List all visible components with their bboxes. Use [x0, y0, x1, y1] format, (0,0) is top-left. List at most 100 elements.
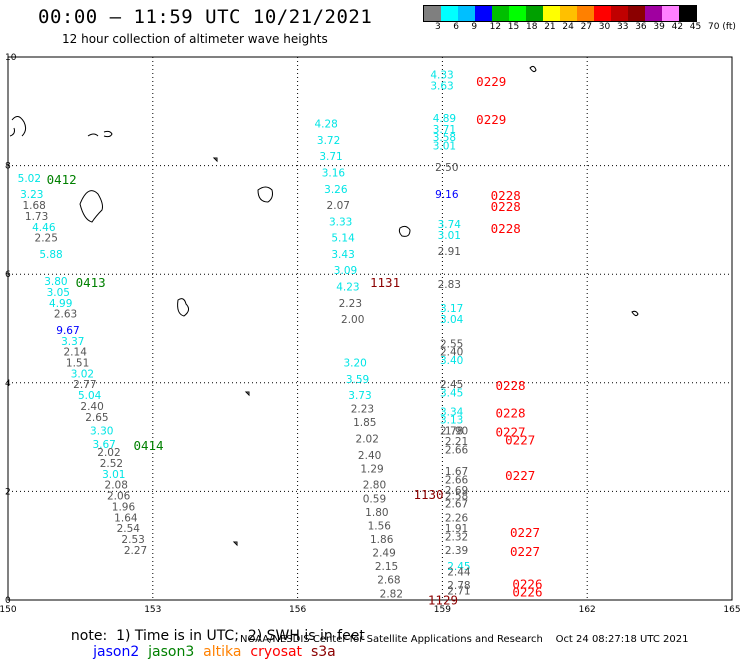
wave-height-label: 2.02	[97, 447, 120, 459]
wave-height-label: 2.50	[435, 162, 458, 174]
satellite-legend-s3a: s3a	[302, 644, 336, 660]
wave-height-label: 2.15	[375, 561, 398, 573]
wave-height-label: 3.43	[331, 249, 354, 261]
wave-height-label: 3.05	[47, 287, 70, 299]
wave-height-label: 2.91	[438, 246, 461, 258]
legend-label: 39	[653, 22, 665, 32]
map-subtitle: 12 hour collection of altimeter wave hei…	[62, 32, 328, 46]
legend-swatch	[679, 6, 696, 21]
color-legend-labels: 3 6 9 12 15 18 21 24 27 30 33 36 39 42 45 70 (ft)	[423, 22, 740, 34]
legend-label: 24	[562, 22, 574, 32]
wave-height-label: 2.65	[85, 412, 108, 424]
satellite-legend-jason2: jason2	[70, 644, 140, 660]
wave-height-label: 3.04	[440, 314, 464, 326]
legend-label: 36	[635, 22, 647, 32]
wave-height-label: 3.37	[61, 336, 84, 348]
wave-height-label: 2.45	[440, 379, 463, 391]
pass-time-label: 0227	[510, 525, 540, 540]
wave-height-label: 3.72	[317, 135, 340, 147]
wave-height-label: 2.66	[445, 474, 469, 486]
wave-height-label: 3.73	[348, 390, 371, 402]
legend-swatch	[645, 6, 662, 21]
wave-height-label: 5.14	[331, 233, 355, 245]
wave-height-label: 3.01	[433, 140, 456, 152]
island-outline	[87, 130, 113, 138]
wave-height-label: 3.13	[440, 415, 463, 427]
x-tick-label: 150	[0, 605, 17, 615]
legend-swatch	[424, 6, 441, 21]
map-title: 00:00 – 11:59 UTC 10/21/2021	[38, 6, 373, 28]
credit-line: NOAA/NESDIS Center for Satellite Applica…	[240, 634, 689, 645]
wave-height-label: 2.26	[445, 512, 469, 524]
satellite-legend-altika: altika	[194, 644, 242, 660]
wave-height-label: 2.07	[327, 200, 350, 212]
wave-height-label: 2.55	[440, 339, 463, 351]
legend-label: 21	[544, 22, 556, 32]
wave-height-label: 2.23	[351, 404, 374, 416]
wave-height-label: 3.71	[433, 124, 456, 136]
wave-height-label: 2.44	[447, 567, 471, 579]
wave-height-label: 2.58	[445, 491, 468, 503]
wave-height-label: 4.89	[433, 113, 456, 125]
wave-height-label: 3.80	[44, 276, 67, 288]
wave-height-label: 2.80	[363, 480, 386, 492]
y-tick-label: 8	[5, 162, 11, 172]
pass-time-label: 1130	[413, 487, 443, 502]
y-tick-label: 4	[5, 379, 11, 389]
legend-swatch	[526, 6, 543, 21]
wave-height-label: 2.66	[445, 444, 469, 456]
wave-height-label: 1.67	[445, 466, 468, 478]
legend-swatch	[492, 6, 509, 21]
y-tick-label: 0	[5, 596, 11, 606]
legend-label: 27	[580, 22, 593, 32]
pass-time-label: 0228	[491, 221, 521, 236]
wave-height-label: 1.64	[114, 512, 138, 524]
wave-height-label: 4.28	[314, 119, 337, 131]
wave-height-label: 2.40	[80, 401, 103, 413]
legend-swatch	[611, 6, 628, 21]
island-outline	[9, 116, 27, 137]
island-outline	[631, 310, 639, 317]
pass-time-label: 0228	[495, 405, 525, 420]
pass-time-label: 0227	[510, 544, 540, 559]
wave-height-label: 2.52	[100, 458, 123, 470]
pass-time-label: 0226	[512, 585, 542, 600]
wave-height-label: 3.17	[440, 303, 463, 315]
pass-time-label: 0228	[491, 188, 521, 203]
note-text: note: 1) Time is in UTC; 2) SWH is in fe…	[70, 628, 365, 644]
pass-time-label: 0229	[476, 112, 506, 127]
legend-label: 42	[671, 22, 684, 32]
island-outline	[212, 157, 218, 163]
wave-height-label: 3.67	[92, 439, 115, 451]
wave-height-label: 2.27	[124, 545, 147, 557]
wave-height-label: 1.56	[368, 520, 392, 532]
legend-label: 3	[435, 22, 441, 32]
wave-height-label: 4.99	[49, 298, 72, 310]
wave-height-label: 2.40	[440, 347, 463, 359]
pass-time-label: 0227	[505, 468, 535, 483]
legend-swatch	[662, 6, 679, 21]
wave-height-label: 1.86	[370, 534, 394, 546]
wave-height-label: 3.40	[440, 355, 463, 367]
wave-height-label: 2.53	[121, 534, 144, 546]
legend-swatch	[594, 6, 611, 21]
pass-time-label: 0414	[133, 438, 163, 453]
x-tick-label: 153	[144, 605, 161, 615]
wave-height-label: 3.20	[343, 358, 366, 370]
wave-height-label: 0.59	[363, 493, 386, 505]
y-tick-label: 6	[5, 270, 11, 280]
wave-height-label: 1.85	[353, 417, 376, 429]
wave-height-label: 2.83	[438, 279, 461, 291]
wave-height-label: 3.09	[334, 265, 357, 277]
wave-height-label: 1.96	[112, 501, 136, 513]
wave-height-label: 3.33	[329, 216, 352, 228]
wave-height-label: 2.69	[445, 485, 468, 497]
wave-height-label: 3.58	[433, 132, 456, 144]
y-tick-label: 2	[5, 487, 11, 497]
wave-height-label: 3.26	[324, 184, 348, 196]
wave-height-label: 4.46	[32, 222, 56, 234]
legend-label: 6	[453, 22, 459, 32]
wave-height-label: 2.78	[440, 425, 463, 437]
wave-height-label: 2.71	[447, 586, 470, 598]
pass-time-label: 0229	[476, 74, 506, 89]
